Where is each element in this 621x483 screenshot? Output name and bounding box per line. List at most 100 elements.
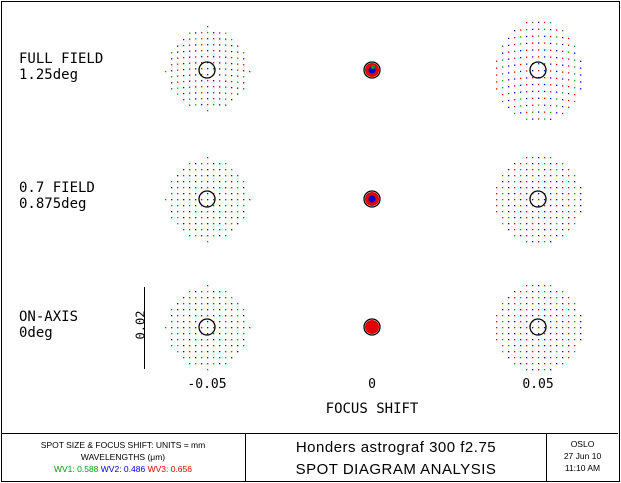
- spot-dots: [189, 211, 191, 213]
- spot-dots: [544, 369, 546, 371]
- spot-dots: [526, 63, 528, 65]
- spot-dots: [508, 181, 510, 183]
- spot-dots: [219, 92, 221, 94]
- spot-dots: [195, 217, 197, 219]
- spot-dots: [195, 297, 197, 299]
- airy-disk-circle: [363, 190, 381, 208]
- spot-dots: [195, 181, 197, 183]
- spot-dots: [526, 303, 528, 305]
- spot-dots: [225, 345, 227, 347]
- spot-dots: [568, 193, 570, 195]
- spot-dots: [231, 92, 233, 95]
- spot-dots: [243, 199, 245, 201]
- spot-dots: [189, 56, 191, 58]
- lens-title: Honders astrograf 300 f2.75: [295, 439, 497, 456]
- spot-dots: [568, 297, 570, 299]
- spot-dots: [550, 223, 552, 225]
- spot-dots: [237, 187, 239, 189]
- spot-dots: [225, 163, 227, 165]
- spot-dots: [225, 235, 227, 237]
- spot-dots: [550, 84, 552, 86]
- spot-dots: [508, 333, 510, 335]
- spot-dots: [574, 211, 576, 213]
- spot-dots: [520, 339, 522, 341]
- spot-dots: [568, 187, 570, 189]
- spot-dots: [171, 309, 173, 311]
- spot-dots: [562, 297, 564, 299]
- spot-dots: [538, 303, 540, 305]
- spot-dots: [526, 49, 528, 51]
- spot-dots: [568, 106, 570, 109]
- spot-dots: [219, 309, 221, 311]
- spot-dots: [201, 44, 203, 46]
- spot-dots: [195, 315, 197, 317]
- spot-dots: [556, 333, 558, 335]
- spot-dots: [532, 351, 534, 353]
- spot-dots: [574, 309, 576, 311]
- spot-dots: [556, 29, 558, 31]
- spot-dots: [225, 303, 227, 305]
- spot-dots: [195, 199, 197, 201]
- spot-dots: [189, 351, 191, 353]
- spot-dots: [526, 97, 528, 100]
- spot-dots: [556, 291, 558, 293]
- spot-dots: [544, 211, 546, 213]
- spot-dots: [520, 169, 522, 171]
- spot-dots: [171, 345, 173, 347]
- spot-dots: [231, 181, 233, 183]
- wavelength-2: WV2: 0.486: [100, 464, 146, 474]
- spot-dots: [189, 357, 191, 359]
- spot-dots: [568, 229, 570, 231]
- spot-dots: [231, 199, 233, 201]
- spot-dots: [562, 187, 564, 189]
- spot-dots: [213, 104, 215, 106]
- spot-dots: [207, 345, 209, 347]
- spot-dots: [520, 315, 522, 317]
- spot-dots: [568, 205, 570, 207]
- spot-dots: [526, 241, 528, 243]
- spot-dots: [243, 76, 245, 78]
- spot-dots: [231, 56, 233, 59]
- spot-dots: [550, 241, 552, 243]
- spot-dots: [195, 38, 197, 40]
- spot-dots: [574, 187, 576, 189]
- spot-dots: [520, 363, 522, 365]
- spot-dots: [219, 80, 221, 82]
- spot-dots: [231, 74, 233, 77]
- spot-dots: [219, 333, 221, 335]
- spot-dots: [550, 291, 552, 293]
- spot-dots: [207, 92, 209, 94]
- time: 11:10 AM: [564, 463, 601, 473]
- spot-dots: [538, 363, 540, 365]
- spot-dots: [225, 339, 227, 341]
- spot-dots: [207, 229, 209, 231]
- spot-dots: [508, 37, 510, 40]
- spot-dots: [562, 105, 564, 108]
- spot-dots: [207, 56, 209, 58]
- spot-dots: [195, 223, 197, 225]
- spot-dots: [189, 38, 191, 40]
- spot-dots: [508, 205, 510, 207]
- spot-dots: [189, 291, 191, 293]
- spot-dots: [213, 169, 215, 171]
- spot-dots: [183, 357, 185, 359]
- spot-dots: [532, 199, 534, 201]
- spot-dots: [520, 112, 522, 114]
- spot-dots: [183, 56, 185, 59]
- focus-tick-label: -0.05: [187, 377, 227, 392]
- spot-dots: [550, 357, 552, 359]
- spot-dots: [514, 321, 516, 323]
- spot-dots: [189, 229, 191, 231]
- spot-dots: [207, 44, 209, 46]
- spot-dots: [580, 60, 582, 62]
- spot-dots: [538, 223, 540, 225]
- spot-dots: [514, 193, 516, 195]
- spot-dots: [538, 157, 540, 159]
- spot-dots: [550, 339, 552, 341]
- spot-dots: [508, 86, 510, 88]
- spot-dots: [195, 187, 197, 189]
- spot-dots: [574, 93, 576, 96]
- spot-dots: [496, 187, 498, 189]
- spot-dots: [201, 309, 203, 311]
